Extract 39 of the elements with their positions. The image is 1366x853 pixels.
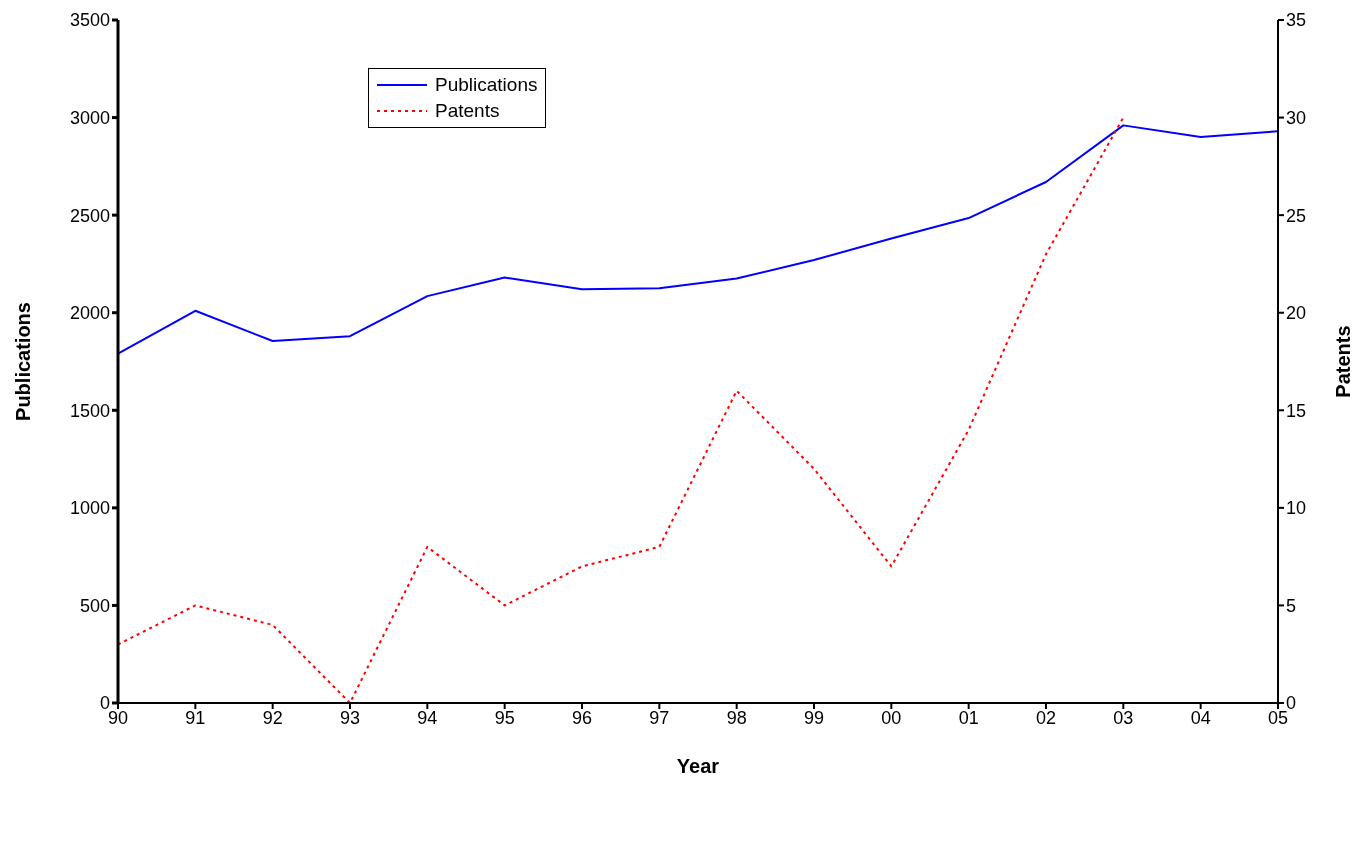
x-tick-label: 05 bbox=[1267, 707, 1289, 728]
legend-label: Patents bbox=[435, 100, 500, 122]
x-tick-label: 90 bbox=[107, 707, 129, 728]
y2-tick-label: 30 bbox=[1286, 107, 1307, 128]
y2-tick-label: 35 bbox=[1286, 10, 1307, 31]
y-tick-label: 0 bbox=[99, 693, 110, 714]
y2-tick-label: 20 bbox=[1286, 303, 1307, 324]
y2-tick-label: 15 bbox=[1286, 400, 1307, 421]
y2-tick-label: 10 bbox=[1286, 498, 1307, 519]
y-tick-label: 1000 bbox=[69, 498, 110, 519]
y-tick-label: 2000 bbox=[69, 303, 110, 324]
y2-tick-label: 25 bbox=[1286, 205, 1307, 226]
x-tick-label: 04 bbox=[1190, 707, 1211, 728]
x-tick-label: 99 bbox=[803, 707, 825, 728]
line-series bbox=[117, 116, 1125, 703]
x-tick-label: 98 bbox=[726, 707, 747, 728]
legend-label: Publications bbox=[435, 74, 538, 96]
y-tick-label: 3000 bbox=[69, 107, 110, 128]
x-tick-label: 93 bbox=[339, 707, 361, 728]
line-series bbox=[117, 124, 1279, 355]
x-tick-label: 91 bbox=[185, 707, 206, 728]
x-tick-label: 02 bbox=[1035, 707, 1057, 728]
y-axis-title: Publications bbox=[12, 302, 35, 421]
x-tick-label: 92 bbox=[262, 707, 283, 728]
y2-axis-title: Patents bbox=[1332, 325, 1355, 398]
x-tick-label: 00 bbox=[881, 707, 902, 728]
x-tick-label: 95 bbox=[494, 707, 515, 728]
x-tick-label: 03 bbox=[1113, 707, 1134, 728]
y-tick-label: 500 bbox=[79, 595, 110, 616]
y-tick-label: 1500 bbox=[69, 400, 110, 421]
x-tick-label: 01 bbox=[958, 707, 979, 728]
y2-tick-label: 5 bbox=[1286, 595, 1297, 616]
y-tick-label: 3500 bbox=[69, 10, 110, 31]
x-tick-label: 97 bbox=[649, 707, 670, 728]
y2-tick-label: 0 bbox=[1286, 693, 1297, 714]
x-tick-label: 94 bbox=[417, 707, 438, 728]
y-tick-label: 2500 bbox=[69, 205, 110, 226]
x-axis-title: Year bbox=[676, 755, 720, 777]
x-tick-label: 96 bbox=[571, 707, 593, 728]
